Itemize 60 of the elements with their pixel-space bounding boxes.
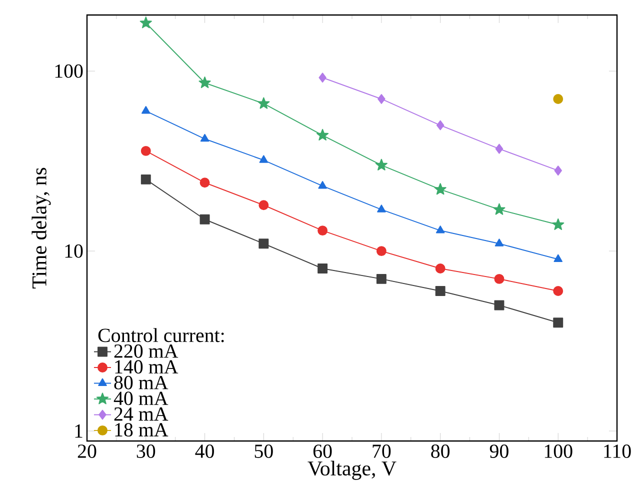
x-tick-label: 40	[195, 444, 214, 458]
point	[378, 94, 386, 104]
x-axis-title: Voltage, V	[308, 460, 396, 480]
x-tick-label: 80	[431, 444, 450, 458]
point	[258, 200, 269, 210]
legend-title: Control current:	[98, 328, 224, 342]
point	[494, 238, 504, 246]
point	[142, 106, 150, 114]
point	[258, 97, 270, 109]
point	[200, 178, 210, 188]
legend-label: 24 mA	[114, 407, 168, 421]
y-tick-label: 100	[55, 64, 83, 78]
point	[554, 166, 562, 176]
point	[435, 264, 446, 274]
point	[140, 146, 151, 156]
point	[200, 134, 210, 142]
point	[493, 203, 506, 215]
x-tick-label: 100	[544, 444, 572, 458]
legend-label: 18 mA	[115, 423, 168, 437]
point	[376, 246, 386, 256]
y-axis-title: Time delay, ns	[32, 168, 51, 288]
point	[435, 286, 446, 296]
point	[553, 94, 564, 104]
y-tick-label: 10	[65, 244, 83, 258]
point	[494, 274, 504, 284]
y-tick-label: 1	[75, 424, 82, 438]
x-tick-label: 60	[313, 444, 332, 458]
point	[375, 158, 388, 170]
point	[377, 204, 386, 212]
point	[553, 318, 564, 328]
point	[552, 218, 564, 230]
point	[316, 128, 329, 140]
x-tick-label: 70	[372, 444, 391, 458]
point	[495, 144, 504, 154]
point	[554, 254, 562, 262]
point	[140, 16, 152, 28]
point	[436, 120, 444, 130]
point	[318, 264, 328, 274]
x-tick-label: 50	[254, 444, 273, 458]
point	[198, 76, 211, 88]
point	[318, 180, 327, 189]
x-tick-label: 110	[604, 444, 631, 458]
point	[494, 300, 504, 310]
legend-label: 80 mA	[114, 376, 168, 390]
point	[376, 274, 386, 284]
legend-label: 140 mA	[115, 360, 178, 374]
point	[140, 174, 151, 184]
point	[436, 226, 445, 234]
point	[318, 226, 328, 236]
x-tick-label: 90	[490, 444, 508, 458]
point	[259, 155, 268, 163]
legend-label: 40 mA	[114, 392, 168, 406]
point	[553, 286, 564, 296]
point	[434, 183, 446, 195]
point	[200, 214, 210, 224]
legend-label: 220 mA	[114, 344, 178, 358]
x-tick-label: 20	[78, 444, 96, 458]
x-tick-label: 30	[136, 444, 156, 458]
point	[258, 238, 269, 249]
point	[318, 72, 326, 83]
